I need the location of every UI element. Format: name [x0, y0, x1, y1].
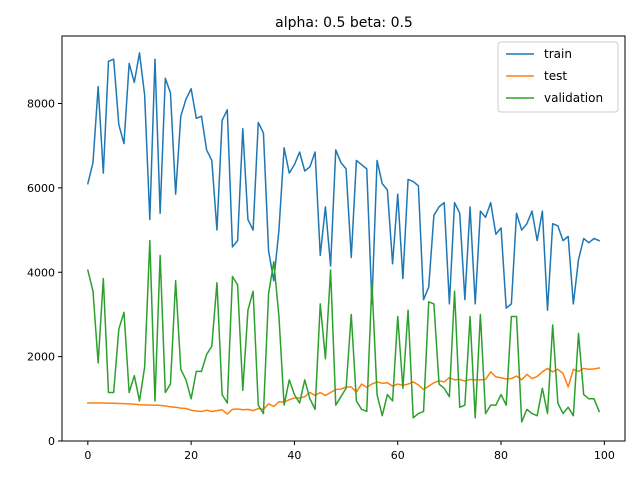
series-line-test — [87, 367, 601, 415]
legend-box — [497, 41, 619, 113]
plot-area-frame — [61, 35, 626, 442]
series-line-validation — [86, 239, 601, 423]
y-tick-label: 6000 — [27, 182, 55, 195]
chart-title: alpha: 0.5 beta: 0.5 — [275, 15, 413, 31]
y-tick-label: 2000 — [27, 351, 55, 364]
x-tick-label: 0 — [84, 449, 91, 462]
y-tick-label: 0 — [48, 435, 55, 448]
y-axis: 0 2000 4000 6000 8000 — [27, 98, 62, 448]
x-tick-label: 100 — [594, 449, 615, 462]
legend-label-validation: validation — [544, 91, 603, 105]
x-tick-label: 80 — [494, 449, 508, 462]
series-layer — [86, 52, 601, 423]
x-tick-label: 20 — [184, 449, 198, 462]
y-tick-label: 8000 — [27, 98, 55, 111]
x-axis: 0 20 40 60 80 100 — [84, 441, 615, 462]
series-line-train — [86, 52, 601, 311]
legend: train test validation — [497, 41, 619, 113]
x-tick-label: 60 — [391, 449, 405, 462]
y-tick-label: 4000 — [27, 266, 55, 279]
x-tick-label: 40 — [287, 449, 301, 462]
legend-label-train: train — [544, 47, 572, 61]
legend-label-test: test — [544, 69, 567, 83]
